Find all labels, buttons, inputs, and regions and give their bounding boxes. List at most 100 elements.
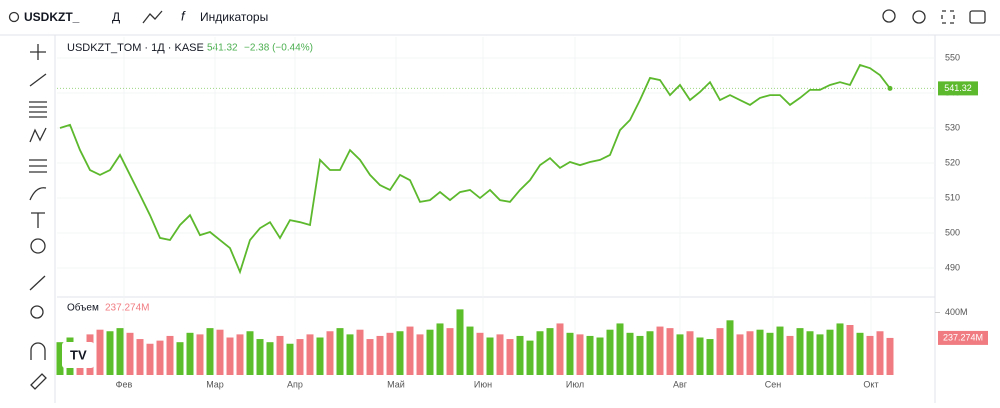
volume-bar [226,337,234,375]
fib-tool[interactable] [29,101,47,118]
volume-bar [206,328,214,375]
volume-bar [406,326,414,375]
volume-bar [776,326,784,375]
volume-bar [836,323,844,375]
search-icon[interactable] [8,11,20,23]
y-tick-label: 490 [945,262,960,272]
volume-bar [726,320,734,375]
volume-bar [506,339,514,375]
volume-bar [116,328,124,375]
volume-value: 237.274M [105,303,149,314]
pattern-tool[interactable] [29,127,47,143]
volume-bar [276,335,284,375]
volume-bar [346,334,354,375]
brush-tool[interactable] [29,187,47,201]
volume-bar [176,342,184,375]
volume-bar [396,331,404,375]
volume-bar [746,331,754,375]
volume-bar [626,332,634,375]
trendline-tool[interactable] [29,73,47,87]
volume-bar [146,343,154,375]
volume-bar [866,335,874,375]
screenshot-icon[interactable] [969,10,986,24]
volume-bar [266,342,274,375]
volume-bar [796,328,804,375]
volume-bar [526,340,534,375]
volume-bar [536,331,544,375]
logo-text: TV [70,347,87,362]
volume-bar [556,323,564,375]
x-tick-label: Апр [287,379,303,389]
volume-bar [676,334,684,375]
fullscreen-icon[interactable] [941,10,955,24]
chart-title: USDKZT_TOM · 1Д · KASE [67,42,204,54]
volume-bar [586,335,594,375]
x-tick-label: Мар [206,379,224,389]
volume-bar [316,337,324,375]
volume-bar [756,329,764,375]
settings-icon[interactable] [912,10,926,24]
volume-bar [876,331,884,375]
fx-icon[interactable]: f [181,8,186,23]
volume-bar [476,332,484,375]
x-tick-label: Май [387,379,405,389]
symbol[interactable]: USDKZT_ [24,10,80,24]
volume-bar [426,329,434,375]
x-tick-label: Сен [765,379,782,389]
volume-bar [126,332,134,375]
lock-tool[interactable] [30,373,47,390]
volume-bar [416,334,424,375]
volume-bar [816,334,824,375]
volume-bar [646,331,654,375]
volume-bar [826,329,834,375]
volume-bar [156,340,164,375]
volume-bar [786,335,794,375]
volume-bar [686,331,694,375]
volume-bar [236,334,244,375]
magnet-tool[interactable] [30,342,46,360]
price-badge [938,81,978,96]
drawing-tools [29,44,47,390]
volume-bar [256,339,264,375]
last-price: 541.32 [207,43,238,54]
volume-badge-label: 237.274M [943,332,983,342]
volume-bar [636,335,644,375]
volume-bar [766,332,774,375]
y-tick-label: 550 [945,52,960,62]
ruler-tool[interactable] [29,275,46,291]
volume-bar [376,335,384,375]
volume-bar [96,329,104,375]
indicators[interactable]: Индикаторы [200,10,268,24]
volume-bar [516,335,524,375]
crosshair-tool[interactable] [30,44,46,60]
x-tick-label: Июн [474,379,492,389]
volume-bar [486,337,494,375]
volume-bar [716,328,724,375]
volume-bar [806,331,814,375]
volume-bar [546,328,554,375]
volume-bar [306,334,314,375]
y-tick-label: 500 [945,227,960,237]
chart-type-icon[interactable] [142,10,163,24]
volume-bar [186,332,194,375]
plot: 490500510520530540550400MФевМарАпрМайИюн… [56,37,988,389]
volume-bar [356,329,364,375]
x-tick-label: Фев [116,379,133,389]
volume-bar [456,309,464,375]
price-change: −2.38 (−0.44%) [244,43,313,54]
volume-bar [326,331,334,375]
x-tick-label: Июл [566,379,584,389]
projection-tool[interactable] [29,159,47,173]
volume-bar [366,339,374,375]
emoji-tool[interactable] [30,238,46,254]
text-tool[interactable] [31,212,45,228]
zoom-tool[interactable] [30,305,44,319]
volume-bar [136,339,144,375]
top-bar [0,0,1000,35]
volume-bar [56,342,64,375]
alert-icon[interactable] [882,9,896,23]
volume-bar [846,325,854,375]
y-tick-label: 530 [945,122,960,132]
interval[interactable]: Д [112,10,120,24]
